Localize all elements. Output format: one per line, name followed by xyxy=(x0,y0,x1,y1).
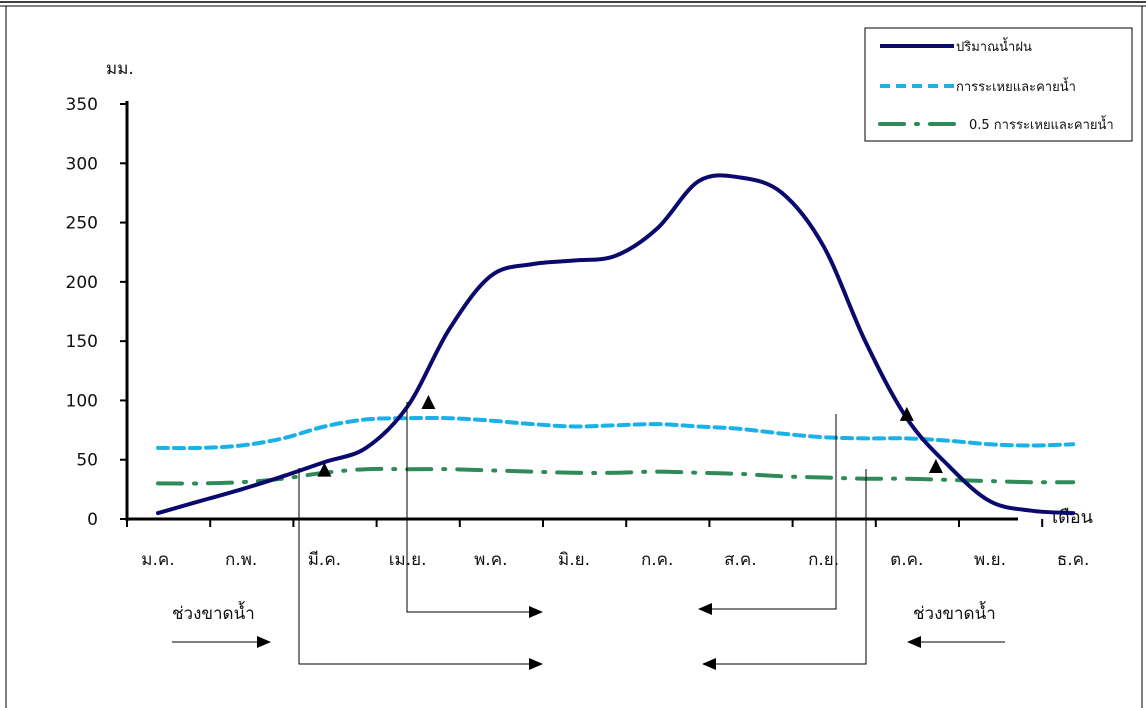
x-tick-label: พ.ค. xyxy=(474,550,507,570)
x-tick-label: ม.ค. xyxy=(141,550,174,570)
y-tick-label: 250 xyxy=(66,214,98,234)
axes xyxy=(125,101,1018,521)
x-tick-label: ส.ค. xyxy=(724,550,757,570)
annotation-deficit-right: ช่วงขาดน้ำ xyxy=(913,601,996,624)
x-ticks: ม.ค. ก.พ. มี.ค. เม.ย. พ.ค. มิ.ย. ก.ค. ส.ค. ก.ย. ต… xyxy=(126,519,1090,570)
connectors xyxy=(172,402,1005,670)
intersection-marker xyxy=(899,406,914,421)
x-tick-label: ก.พ. xyxy=(225,550,257,570)
legend-box xyxy=(864,27,1133,142)
x-tick-label: มี.ค. xyxy=(308,550,341,570)
series-layer xyxy=(156,173,1076,516)
legend-label-et: การระเหยและคายน้ำ xyxy=(956,77,1076,95)
y-tick-label: 150 xyxy=(66,332,98,352)
connector-apr-to-may xyxy=(406,402,543,618)
y-ticks: 0 50 100 150 200 250 300 350 xyxy=(66,95,127,530)
y-axis-label: มม. xyxy=(106,59,134,79)
y-tick-label: 300 xyxy=(66,154,98,174)
y-tick-label: 0 xyxy=(87,510,98,530)
intersection-marker xyxy=(421,394,436,409)
intersection-markers xyxy=(317,394,943,477)
x-tick-label: ต.ค. xyxy=(890,550,923,570)
x-tick-label: ก.ค. xyxy=(641,550,673,570)
intersection-marker xyxy=(928,459,943,474)
half-evapotranspiration-line xyxy=(156,466,1076,486)
y-tick-label: 200 xyxy=(66,273,98,293)
y-tick-label: 350 xyxy=(66,95,98,115)
y-tick-label: 100 xyxy=(66,391,98,411)
legend-label-rainfall: ปริมาณน้ำฝน xyxy=(956,37,1032,55)
legend-label-half-et: 0.5 การระเหยและคายน้ำ xyxy=(969,115,1114,133)
intersection-marker xyxy=(317,462,332,477)
connector-mar-to-may xyxy=(298,468,543,670)
y-tick-label: 50 xyxy=(76,451,98,471)
connector-oct-to-aug xyxy=(698,414,837,615)
x-tick-label: พ.ย. xyxy=(974,550,1006,570)
connector-nov-to-aug xyxy=(702,469,867,670)
x-tick-label: ก.ย. xyxy=(808,550,839,570)
rainfall-line xyxy=(156,173,1076,516)
x-tick-label: ธ.ค. xyxy=(1057,550,1090,570)
x-tick-label: เม.ย. xyxy=(389,550,427,570)
annotation-deficit-left: ช่วงขาดน้ำ xyxy=(172,601,255,624)
legend: ปริมาณน้ำฝน การระเหยและคายน้ำ 0.5 การระเ… xyxy=(864,27,1133,142)
x-axis-label: เดือน xyxy=(1052,507,1093,528)
evapotranspiration-line xyxy=(156,415,1076,451)
x-tick-label: มิ.ย. xyxy=(558,550,590,570)
